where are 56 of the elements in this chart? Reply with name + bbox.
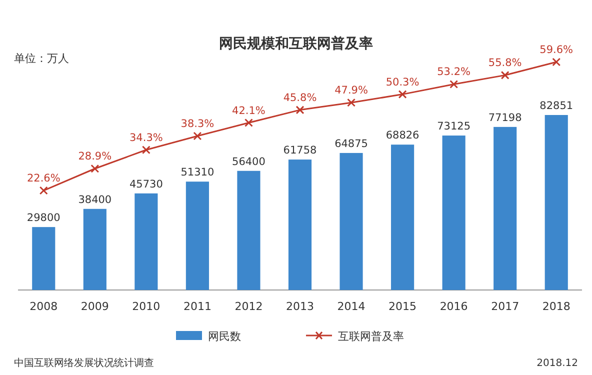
bar xyxy=(83,208,106,290)
legend-label: 互联网普及率 xyxy=(338,330,404,343)
bar xyxy=(32,227,56,290)
data-label: 68826 xyxy=(386,130,420,142)
x-tick-label: 2014 xyxy=(337,300,366,313)
bar xyxy=(442,136,466,290)
x-tick-label: 2012 xyxy=(234,300,263,313)
bar xyxy=(288,160,312,290)
data-label: 45.8% xyxy=(283,92,317,104)
text: 2018.12 xyxy=(536,358,578,369)
bar xyxy=(186,182,209,290)
x-tick-label: 2008 xyxy=(30,300,58,313)
x-tick-label: 2010 xyxy=(132,300,160,313)
point xyxy=(244,118,253,128)
point xyxy=(142,146,150,154)
data-label: 45730 xyxy=(129,178,163,190)
x-tick-label: 2017 xyxy=(491,300,520,313)
data-label: 59.6% xyxy=(540,44,574,56)
data-label: 51310 xyxy=(180,166,214,179)
data-label: 38400 xyxy=(78,194,112,206)
bar xyxy=(134,193,158,290)
data-label: 47.9% xyxy=(334,84,368,97)
data-label: 82851 xyxy=(540,100,574,112)
text: 中国互联网络发展状况统计调查 xyxy=(14,357,154,369)
bar xyxy=(237,170,260,290)
data-label: 22.6% xyxy=(26,172,60,185)
legend-label: 网民数 xyxy=(208,330,241,343)
point xyxy=(90,164,100,173)
data-label: 34.3% xyxy=(130,132,163,144)
data-label: 28.9% xyxy=(78,150,112,163)
data-label: 61758 xyxy=(283,144,317,157)
data-label: 38.3% xyxy=(180,118,214,130)
data-label: 73125 xyxy=(437,120,471,133)
text: 单位：万人 xyxy=(14,52,69,65)
x-tick-label: 2016 xyxy=(440,300,468,313)
x-tick-label: 2013 xyxy=(286,300,314,313)
data-label: 53.2% xyxy=(437,66,471,78)
data-label: 55.8% xyxy=(488,57,522,70)
data-label: 50.3% xyxy=(386,76,420,88)
data-label: 42.1% xyxy=(232,104,266,117)
data-label: 77198 xyxy=(488,112,522,124)
chart-title: 网民规模和互联网普及率 xyxy=(219,35,373,52)
bar xyxy=(544,115,568,290)
x-tick-label: 2018 xyxy=(542,300,570,313)
point xyxy=(39,186,48,195)
bar xyxy=(391,144,414,290)
data-label: 29800 xyxy=(26,212,60,224)
x-tick-label: 2011 xyxy=(183,300,212,313)
point xyxy=(296,106,304,114)
data-label: 56400 xyxy=(232,156,266,168)
x-tick-label: 2009 xyxy=(80,300,109,313)
point xyxy=(193,132,202,140)
data-label: 64875 xyxy=(334,138,368,150)
bar xyxy=(494,126,517,290)
x-tick-label: 2015 xyxy=(388,300,417,313)
bar xyxy=(340,152,363,290)
